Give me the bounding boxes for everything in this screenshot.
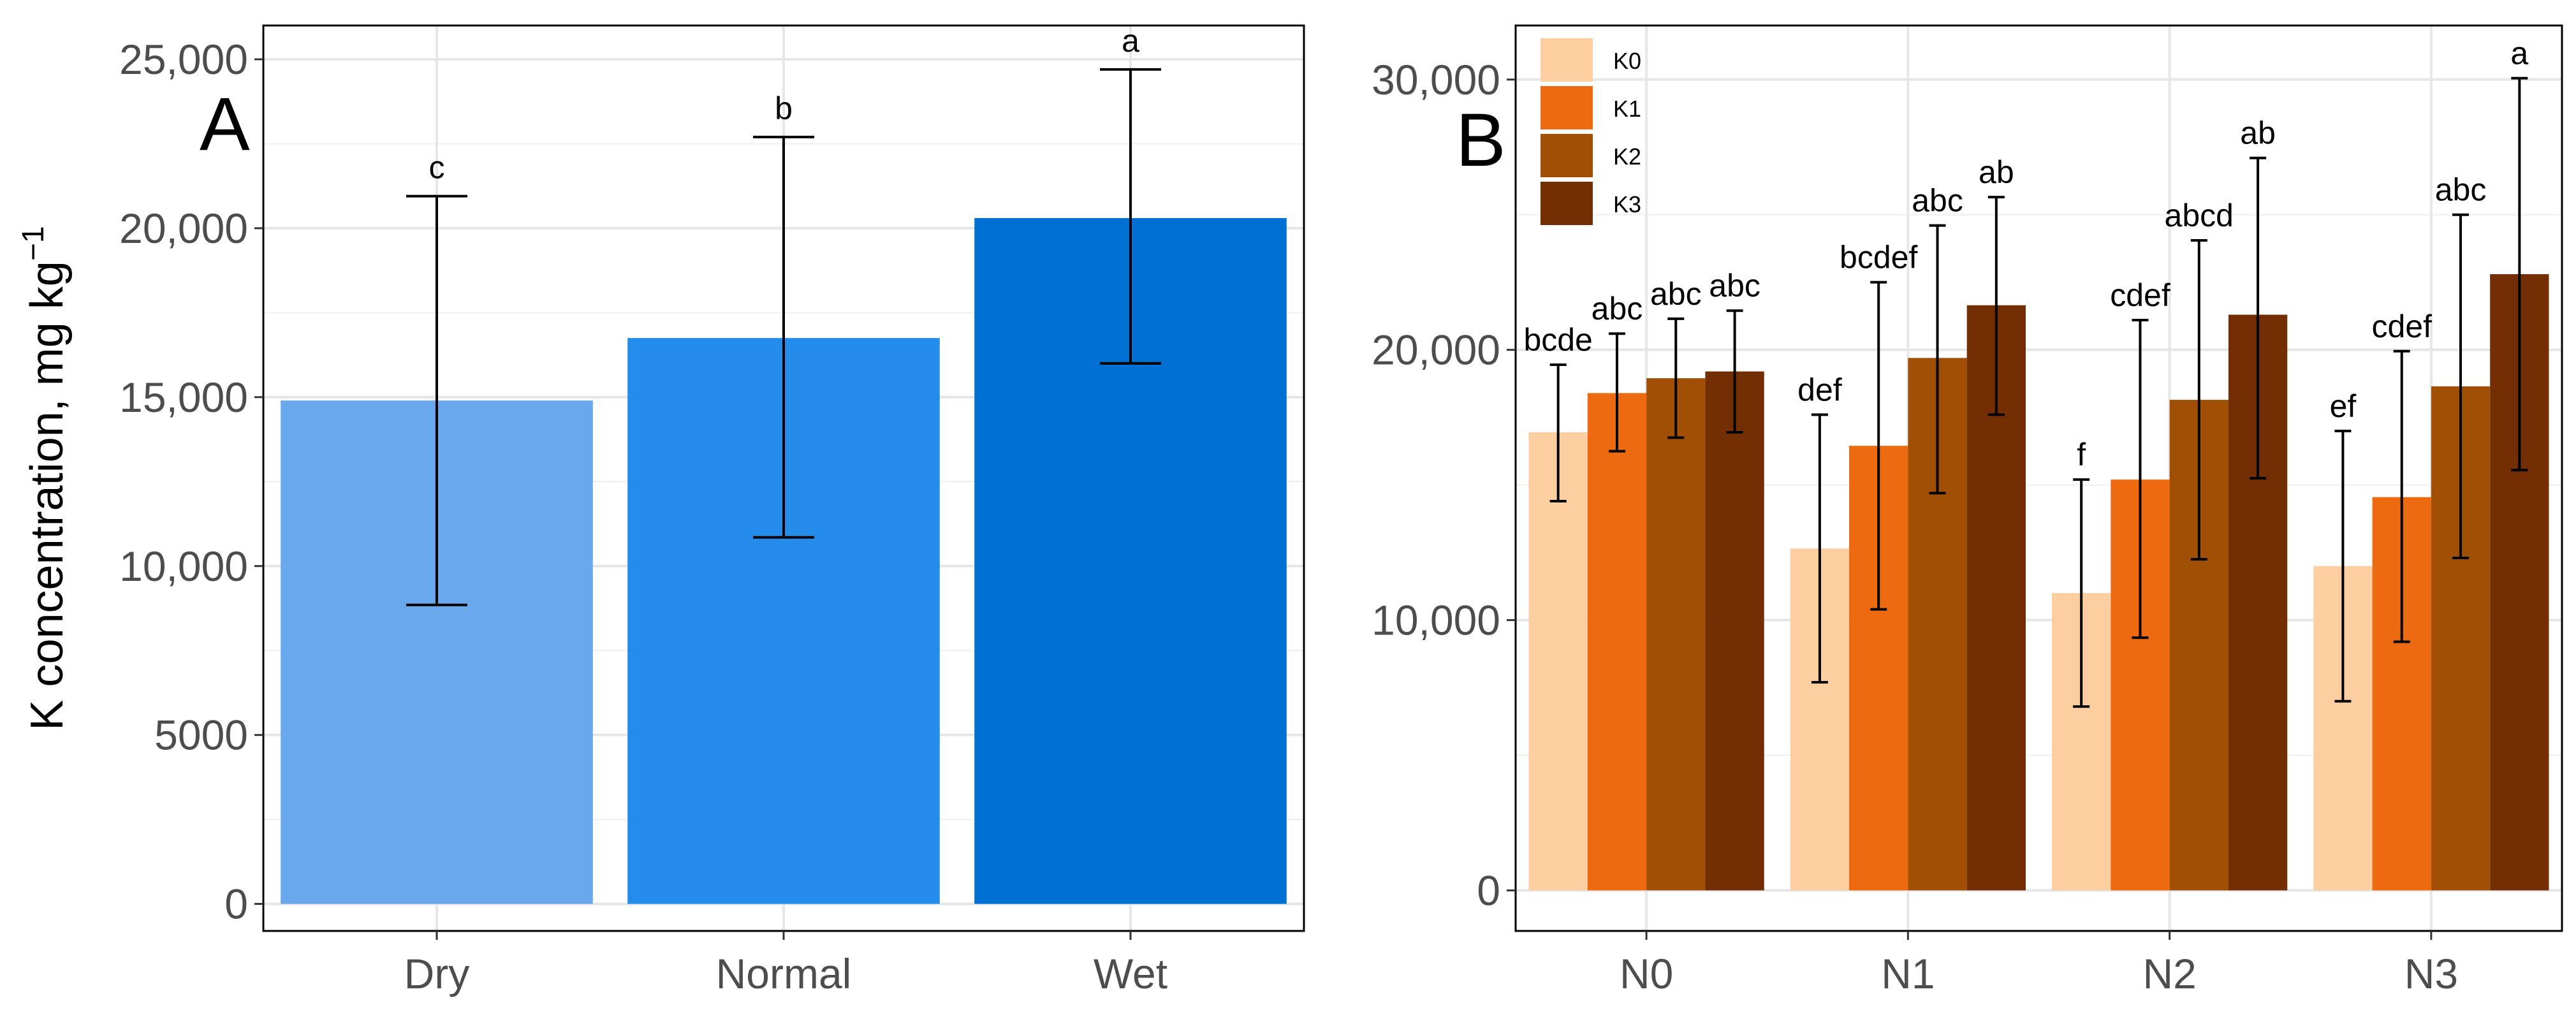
significance-letter: cdef <box>2110 277 2170 313</box>
significance-letter: a <box>2510 36 2528 71</box>
significance-letter: abc <box>1650 276 1702 312</box>
x-tick-label: Normal <box>716 950 852 997</box>
y-tick-label: 0 <box>1477 867 1500 914</box>
significance-letter: ab <box>1979 154 2014 190</box>
significance-letter: bcdef <box>1840 240 1917 275</box>
x-tick-label: Wet <box>1094 950 1167 997</box>
significance-letter: b <box>775 91 793 126</box>
significance-letter: ef <box>2330 388 2357 424</box>
legend-label: K1 <box>1613 96 1641 122</box>
y-axis-title: K concentration, mg kg−1 <box>17 226 73 730</box>
legend-swatch-k1 <box>1540 86 1593 129</box>
significance-letter: abc <box>1709 268 1760 304</box>
x-tick-label: N1 <box>1881 950 1935 997</box>
significance-letter: abc <box>1592 291 1643 326</box>
significance-letter: abc <box>1912 183 1963 219</box>
y-tick-label: 10,000 <box>1372 597 1500 644</box>
legend-swatch-k2 <box>1540 134 1593 177</box>
y-tick-label: 30,000 <box>1372 56 1500 103</box>
x-tick-label: Dry <box>404 950 470 997</box>
y-axis-title-text: K concentration, mg kg <box>22 261 73 730</box>
significance-letter: a <box>1122 23 1139 59</box>
legend: K0 K1 K2 K3 <box>1540 38 1641 225</box>
bar-n0-k0 <box>1528 432 1588 891</box>
significance-letter: def <box>1797 372 1842 407</box>
significance-letter: ab <box>2240 115 2276 151</box>
bar-n0-k3 <box>1705 371 1764 891</box>
legend-swatch-k3 <box>1540 182 1593 225</box>
significance-letter: abc <box>2435 172 2487 208</box>
legend-label: K0 <box>1613 48 1641 74</box>
panel-label: B <box>1456 98 1506 182</box>
significance-letter: f <box>2077 437 2086 472</box>
bar-n0-k2 <box>1646 378 1706 891</box>
significance-letter: c <box>429 150 445 186</box>
y-tick-label: 20,000 <box>119 205 248 252</box>
bar-n0-k1 <box>1587 393 1647 891</box>
y-tick-label: 10,000 <box>119 543 248 590</box>
x-tick-label: N3 <box>2404 950 2458 997</box>
y-tick-label: 5000 <box>154 712 248 759</box>
significance-letter: abcd <box>2165 198 2234 233</box>
panel-a-chart: c b a 0 5000 10,000 15,000 20,000 25,000 Dry Norma… <box>17 23 1305 997</box>
panel-label: A <box>200 82 250 166</box>
legend-label: K2 <box>1613 143 1641 170</box>
plot-frame <box>1514 24 2563 932</box>
x-tick-label: N0 <box>1620 950 1673 997</box>
y-tick-label: 15,000 <box>119 374 248 421</box>
y-axis-title-superscript: −1 <box>17 226 50 261</box>
legend-swatch-k0 <box>1540 38 1593 82</box>
y-tick-label: 20,000 <box>1372 326 1500 374</box>
legend-label: K3 <box>1613 191 1641 217</box>
significance-letter: cdef <box>2371 309 2432 344</box>
x-tick-label: N2 <box>2142 950 2196 997</box>
y-tick-label: 0 <box>224 881 248 928</box>
significance-letter: bcde <box>1523 322 1592 358</box>
y-tick-label: 25,000 <box>119 36 248 83</box>
